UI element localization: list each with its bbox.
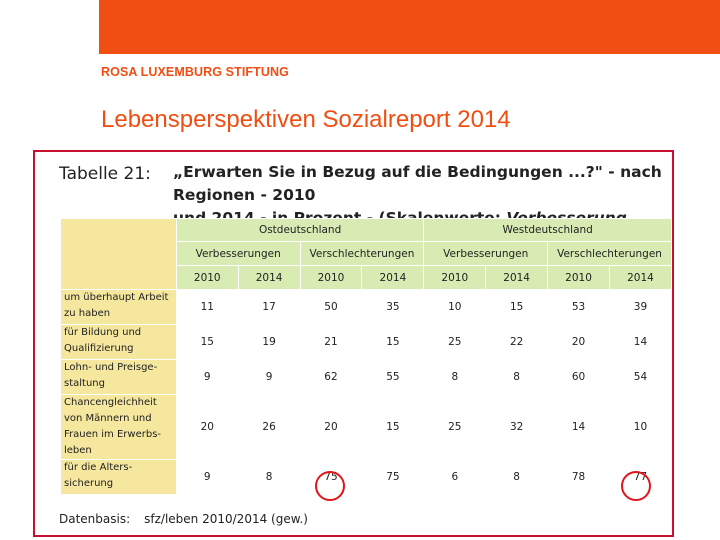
year-header: 2010: [423, 265, 487, 290]
row-label: Lohn- und Preisge-staltung: [60, 359, 177, 395]
highlight-circle-ost-2010: [315, 471, 345, 501]
table-row: für Bildung und Qualifizierung 15 19 21 15 25 2…: [60, 324, 673, 360]
value-cell: 14: [547, 394, 610, 460]
row-label-line: zu haben: [64, 308, 111, 319]
footer-label: Datenbasis:: [59, 512, 131, 526]
subheader: Verbesserungen: [423, 241, 549, 266]
row-label: Chancengleichheit von Männern und Frauen i…: [60, 394, 177, 460]
value-cell: 8: [485, 359, 549, 395]
value-cell: 14: [608, 324, 673, 360]
value-cell: 8: [237, 459, 301, 495]
year-header: 2010: [299, 265, 363, 290]
table-footer: Datenbasis: sfz/leben 2010/2014 (gew.): [59, 512, 308, 526]
data-table: Ostdeutschland Westdeutschland Verbesser…: [60, 218, 673, 495]
row-label-line: um überhaupt Arbeit: [64, 292, 169, 303]
value-cell: 25: [423, 394, 487, 460]
value-cell: 17: [237, 289, 301, 325]
table-number: Tabelle 21:: [59, 164, 151, 184]
value-cell: 9: [175, 359, 239, 395]
value-cell: 9: [175, 459, 239, 495]
table-row: Lohn- und Preisge-staltung 9 9 62 55 8 8 60 54: [60, 359, 673, 395]
value-cell: 9: [237, 359, 301, 395]
value-cell: 32: [485, 394, 549, 460]
value-cell: 25: [423, 324, 487, 360]
year-header: 2014: [237, 265, 301, 290]
value-cell: 26: [237, 394, 301, 460]
year-header: 2014: [608, 265, 673, 290]
value-cell: 60: [547, 359, 610, 395]
row-label: für die Alters-sicherung: [60, 459, 177, 495]
row-label: um überhaupt Arbeit zu haben: [60, 289, 177, 325]
value-cell: 75: [361, 459, 425, 495]
value-cell: 35: [361, 289, 425, 325]
value-cell: 50: [299, 289, 363, 325]
value-cell: 22: [485, 324, 549, 360]
year-header: 2014: [485, 265, 549, 290]
value-cell: 20: [547, 324, 610, 360]
table-row: Chancengleichheit von Männern und Frauen i…: [60, 394, 673, 460]
row-label-line: für die Alters-: [64, 462, 133, 473]
value-cell: 8: [423, 359, 487, 395]
table-row: um überhaupt Arbeit zu haben 11 17 50 35 10 15 5…: [60, 289, 673, 325]
year-header: 2014: [361, 265, 425, 290]
value-cell: 20: [175, 394, 239, 460]
value-cell: 6: [423, 459, 487, 495]
table-image-frame: Tabelle 21: „Erwarten Sie in Bezug auf d…: [33, 150, 674, 537]
value-cell: 11: [175, 289, 239, 325]
value-cell: 55: [361, 359, 425, 395]
value-cell: 78: [547, 459, 610, 495]
corner-cell: [60, 218, 177, 290]
year-header: 2010: [175, 265, 239, 290]
region-header: Ostdeutschland: [175, 218, 425, 242]
value-cell: 62: [299, 359, 363, 395]
row-label-line: staltung: [64, 378, 105, 389]
value-cell: 8: [485, 459, 549, 495]
row-label-line: für Bildung und: [64, 327, 142, 338]
value-cell: 19: [237, 324, 301, 360]
region-header: Westdeutschland: [423, 218, 672, 242]
organization-name: ROSA LUXEMBURG STIFTUNG: [101, 65, 289, 79]
header-accent-bar: [99, 0, 720, 54]
row-label-line: von Männern und: [64, 413, 152, 424]
value-cell: 20: [299, 394, 363, 460]
value-cell: 21: [299, 324, 363, 360]
subheader: Verschlechterungen: [547, 241, 672, 266]
year-header: 2010: [547, 265, 610, 290]
slide-title: Lebensperspektiven Sozialreport 2014: [101, 106, 511, 133]
row-label-line: Chancengleichheit: [64, 397, 157, 408]
row-label-line: Qualifizierung: [64, 343, 134, 354]
row-label-line: leben: [64, 445, 92, 456]
footer-source: sfz/leben 2010/2014 (gew.): [144, 512, 308, 526]
subheader: Verbesserungen: [175, 241, 301, 266]
value-cell: 15: [175, 324, 239, 360]
value-cell: 54: [608, 359, 673, 395]
row-label: für Bildung und Qualifizierung: [60, 324, 177, 360]
row-label-line: Lohn- und Preisge-: [64, 362, 158, 373]
table-row: für die Alters-sicherung 9 8 75 75 6 8 78 77: [60, 459, 673, 495]
value-cell: 10: [608, 394, 673, 460]
value-cell: 15: [485, 289, 549, 325]
value-cell: 39: [608, 289, 673, 325]
value-cell: 10: [423, 289, 487, 325]
value-cell: 15: [361, 324, 425, 360]
row-label-line: sicherung: [64, 478, 114, 489]
row-label-line: Frauen im Erwerbs-: [64, 429, 162, 440]
value-cell: 15: [361, 394, 425, 460]
caption-line-1: „Erwarten Sie in Bezug auf die Bedingung…: [173, 163, 662, 204]
value-cell: 53: [547, 289, 610, 325]
highlight-circle-west-2014: [621, 471, 651, 501]
subheader: Verschlechterungen: [299, 241, 425, 266]
